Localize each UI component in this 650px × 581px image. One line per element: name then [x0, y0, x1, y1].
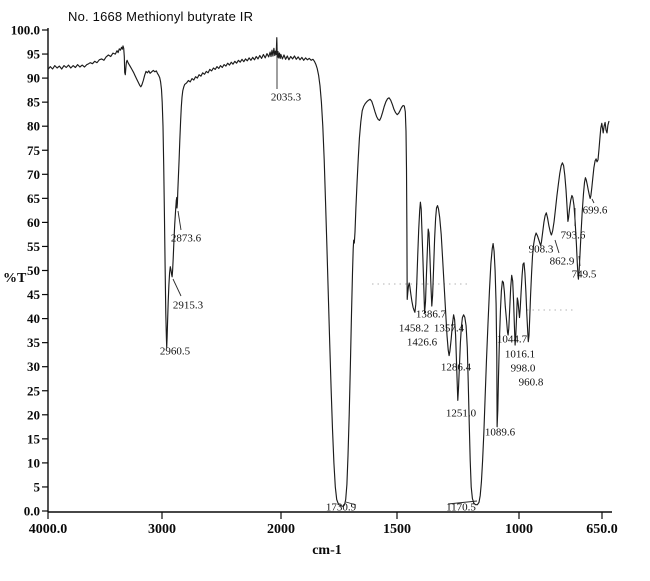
x-tick-label: 3000 [148, 522, 176, 537]
x-tick-label: 1000 [505, 522, 533, 537]
spectrum-curve-group [47, 37, 610, 507]
peak-label: 960.8 [519, 377, 544, 389]
y-tick-label: 45 [27, 287, 41, 302]
x-tick-label: 1500 [383, 522, 411, 537]
y-tick-label: 35 [27, 335, 41, 350]
peak-label: 1458.2 [399, 323, 429, 335]
y-tick-label: 40 [27, 311, 40, 326]
chart-title: No. 1668 Methionyl butyrate IR [68, 9, 254, 24]
y-tick-label: 15 [27, 431, 41, 446]
peak-leader-line [554, 239, 560, 254]
peak-label: 2960.5 [160, 346, 191, 358]
y-tick-label: 95 [27, 47, 41, 62]
peak-label: 1286.4 [441, 362, 472, 374]
peak-label: 2915.3 [173, 300, 204, 312]
peak-label: 862.9 [550, 256, 575, 268]
x-tick-label: 650.0 [586, 522, 618, 537]
y-tick-label: 75 [27, 143, 41, 158]
peak-label: 998.0 [511, 363, 536, 375]
x-tick-label: 2000 [267, 522, 295, 537]
peak-label: 1251.0 [446, 408, 477, 420]
peak-annotations: 2035.3 2873.6 2915.3 2960.5 1730.9 1458.2 1357… [160, 46, 608, 514]
peak-label: 793.6 [561, 230, 586, 242]
peak-label: 1044.7 [497, 334, 528, 346]
peak-label: 1386.7 [416, 309, 447, 321]
y-tick-label: 80 [27, 119, 40, 134]
y-tick-label: 70 [27, 167, 40, 182]
y-axis-unit-label: %T [3, 271, 27, 286]
y-tick-label: 20 [27, 407, 40, 422]
y-tick-label: 90 [27, 71, 40, 86]
peak-leader-line [172, 278, 182, 297]
y-tick-label: 100.0 [11, 23, 40, 38]
x-axis-ticks: 4000.0 3000 2000 1500 1000 650.0 [29, 512, 618, 537]
peak-label: 2873.6 [171, 233, 202, 245]
peak-leader-line [591, 198, 595, 204]
peak-label: 1016.1 [505, 349, 535, 361]
peak-label: 2035.3 [271, 92, 302, 104]
peak-leader-line [447, 500, 478, 505]
y-tick-label: 25 [27, 383, 41, 398]
peak-leader-line [345, 501, 357, 506]
scan-artifacts [372, 283, 573, 311]
y-tick-label: 10 [27, 455, 40, 470]
y-tick-label: 0.0 [24, 504, 40, 519]
y-tick-label: 50 [27, 263, 40, 278]
x-tick-label: 4000.0 [29, 522, 68, 537]
y-tick-label: 30 [27, 359, 40, 374]
x-axis-unit-label: cm-1 [312, 543, 342, 558]
peak-label: 749.5 [572, 269, 597, 281]
peak-label: 1089.6 [485, 427, 516, 439]
peak-label: 1426.6 [407, 337, 438, 349]
peak-leader-line [578, 255, 581, 267]
peak-label: 1170.5 [446, 502, 476, 514]
spectrum-curve [47, 37, 610, 507]
y-axis-ticks: 100.095908580757065605550454035302520151… [11, 23, 48, 519]
peak-label: 1730.9 [326, 502, 357, 514]
peak-label: 1357.4 [434, 323, 465, 335]
y-tick-label: 65 [27, 191, 41, 206]
peak-label: 908.3 [529, 244, 554, 256]
peak-label: 699.6 [583, 205, 608, 217]
peak-leader-line [177, 210, 182, 231]
y-tick-label: 60 [27, 215, 40, 230]
y-tick-label: 5 [34, 479, 41, 494]
y-tick-label: 55 [27, 239, 41, 254]
y-tick-label: 85 [27, 95, 41, 110]
